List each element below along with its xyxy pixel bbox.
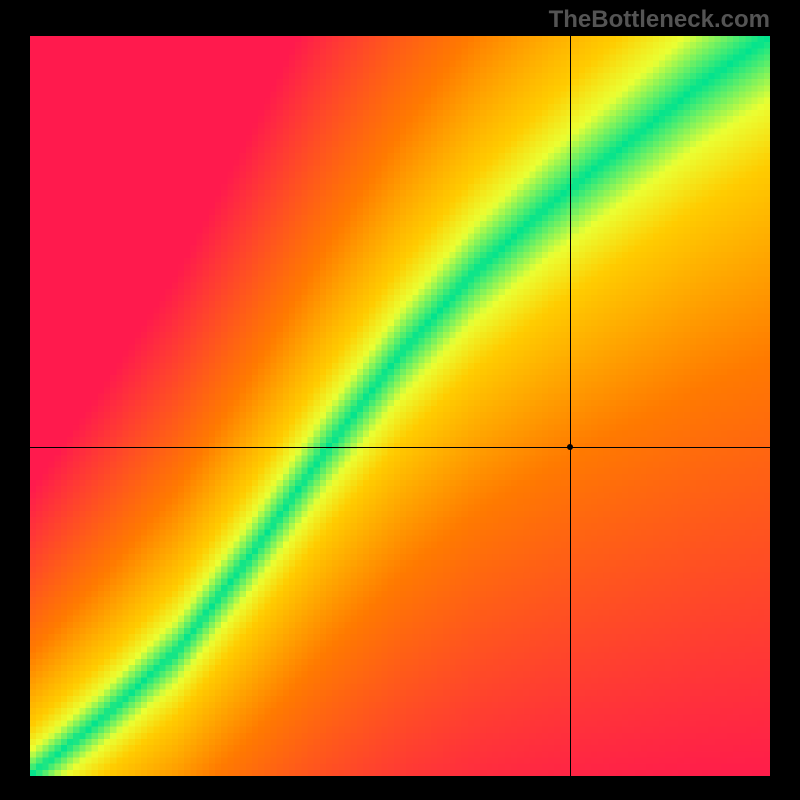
plot-area — [30, 36, 770, 776]
heatmap-canvas — [30, 36, 770, 776]
crosshair-horizontal — [30, 447, 770, 448]
selected-point-dot — [567, 444, 573, 450]
crosshair-vertical — [570, 36, 571, 776]
watermark-text: TheBottleneck.com — [549, 6, 770, 34]
image-root: TheBottleneck.com — [0, 0, 800, 800]
